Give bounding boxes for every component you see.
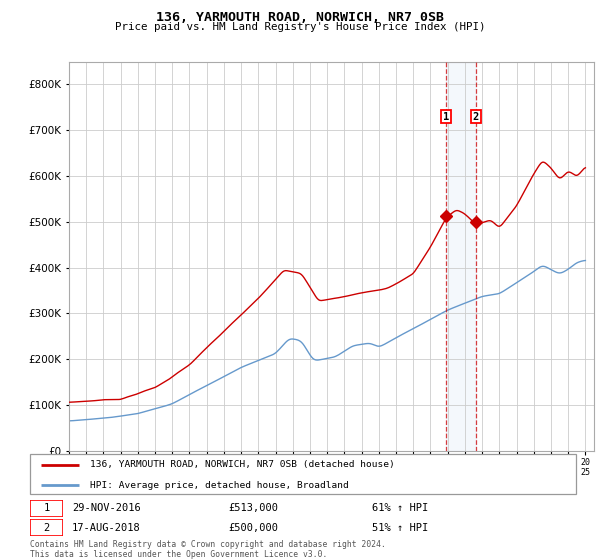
FancyBboxPatch shape — [30, 519, 63, 536]
FancyBboxPatch shape — [30, 500, 63, 517]
FancyBboxPatch shape — [30, 454, 576, 494]
Text: 1: 1 — [443, 111, 449, 122]
Text: Price paid vs. HM Land Registry's House Price Index (HPI): Price paid vs. HM Land Registry's House … — [115, 22, 485, 32]
Text: 61% ↑ HPI: 61% ↑ HPI — [372, 503, 428, 514]
Text: 1: 1 — [43, 503, 50, 514]
Text: 17-AUG-2018: 17-AUG-2018 — [72, 522, 141, 533]
Text: 51% ↑ HPI: 51% ↑ HPI — [372, 522, 428, 533]
Text: 2: 2 — [473, 111, 479, 122]
Text: Contains HM Land Registry data © Crown copyright and database right 2024.
This d: Contains HM Land Registry data © Crown c… — [30, 540, 386, 559]
Text: £513,000: £513,000 — [228, 503, 278, 514]
Text: 2: 2 — [43, 522, 50, 533]
Bar — [446, 62, 476, 451]
Text: 136, YARMOUTH ROAD, NORWICH, NR7 0SB: 136, YARMOUTH ROAD, NORWICH, NR7 0SB — [156, 11, 444, 24]
Text: 136, YARMOUTH ROAD, NORWICH, NR7 0SB (detached house): 136, YARMOUTH ROAD, NORWICH, NR7 0SB (de… — [90, 460, 395, 469]
Text: £500,000: £500,000 — [228, 522, 278, 533]
Text: HPI: Average price, detached house, Broadland: HPI: Average price, detached house, Broa… — [90, 480, 349, 489]
Text: 29-NOV-2016: 29-NOV-2016 — [72, 503, 141, 514]
